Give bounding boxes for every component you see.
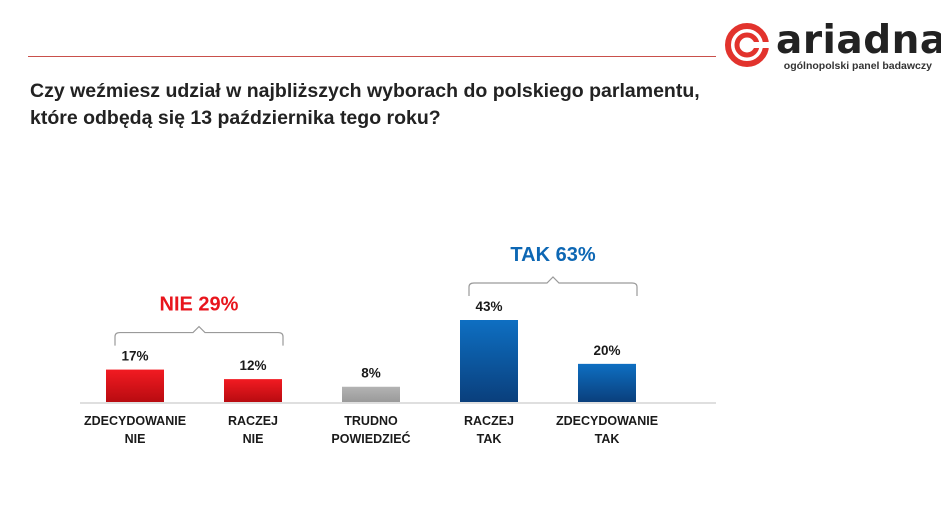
bar-3 xyxy=(342,386,400,402)
category-label-4-line-2: TAK xyxy=(477,432,502,446)
group-label-2: TAK 63% xyxy=(510,244,595,266)
category-label-2-line-1: RACZEJ xyxy=(228,414,278,428)
category-label-3-line-2: POWIEDZIEĆ xyxy=(331,431,410,446)
group-bracket-2 xyxy=(468,276,638,296)
category-label-5-line-1: ZDECYDOWANIE xyxy=(556,414,658,428)
data-label-5: 20% xyxy=(593,343,620,358)
logo-wordmark: ariadna xyxy=(776,18,941,63)
logo-tagline: ogólnopolski panel badawczy xyxy=(783,60,932,72)
category-label-2-line-2: NIE xyxy=(243,432,264,446)
survey-question: Czy weźmiesz udział w najbliższych wybor… xyxy=(30,78,750,132)
question-line-2: które odbędą się 13 października tego ro… xyxy=(30,107,441,129)
group-label-1: NIE 29% xyxy=(160,294,239,316)
question-line-1: Czy weźmiesz udział w najbliższych wybor… xyxy=(30,80,700,102)
ariadna-logo-icon xyxy=(725,23,769,67)
ariadna-logo: ariadna ogólnopolski panel badawczy xyxy=(724,18,941,74)
group-bracket-1 xyxy=(114,325,284,346)
category-label-1-line-2: NIE xyxy=(125,432,146,446)
data-label-2: 12% xyxy=(239,358,266,373)
data-label-1: 17% xyxy=(121,349,148,364)
category-label-1-line-1: ZDECYDOWANIE xyxy=(84,414,186,428)
bar-1 xyxy=(106,369,164,402)
category-label-5-line-2: TAK xyxy=(595,432,620,446)
data-label-3: 8% xyxy=(361,366,381,381)
header-divider xyxy=(28,56,716,57)
bar-5 xyxy=(578,363,636,402)
bar-4 xyxy=(460,320,518,402)
category-label-4-line-1: RACZEJ xyxy=(464,414,514,428)
category-label-3-line-1: TRUDNO xyxy=(344,414,398,428)
bar-2 xyxy=(224,379,282,402)
data-label-4: 43% xyxy=(475,299,502,314)
